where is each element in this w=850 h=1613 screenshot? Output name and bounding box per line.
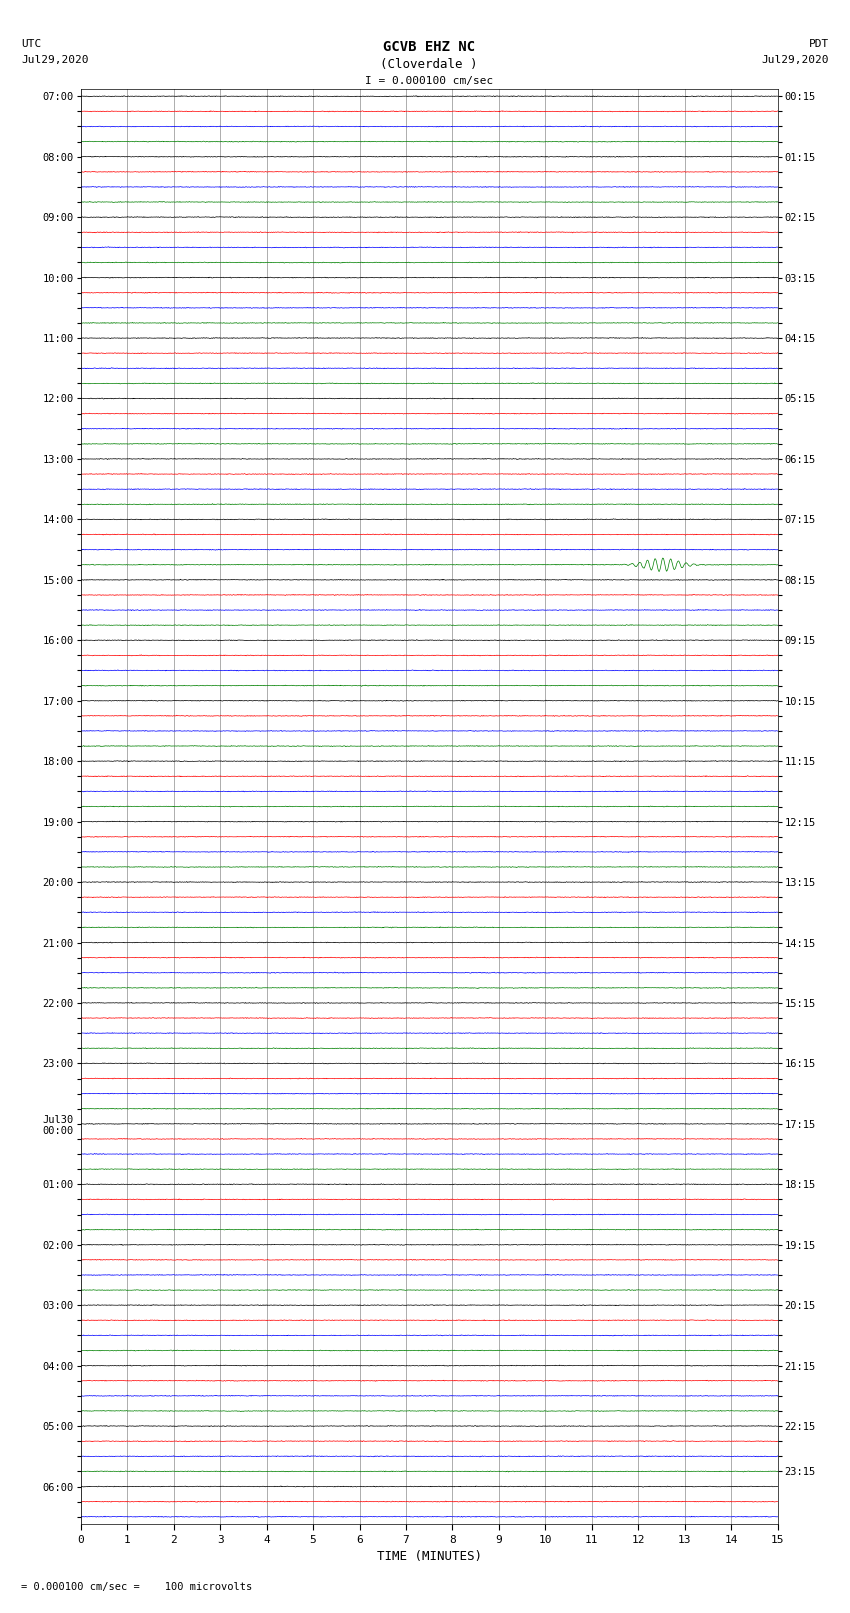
Text: Jul29,2020: Jul29,2020: [762, 55, 829, 65]
Text: (Cloverdale ): (Cloverdale ): [381, 58, 478, 71]
Text: I = 0.000100 cm/sec: I = 0.000100 cm/sec: [366, 76, 493, 85]
Text: PDT: PDT: [808, 39, 829, 48]
Text: = 0.000100 cm/sec =    100 microvolts: = 0.000100 cm/sec = 100 microvolts: [21, 1582, 252, 1592]
Text: Jul29,2020: Jul29,2020: [21, 55, 88, 65]
Text: UTC: UTC: [21, 39, 42, 48]
Text: GCVB EHZ NC: GCVB EHZ NC: [383, 40, 475, 55]
X-axis label: TIME (MINUTES): TIME (MINUTES): [377, 1550, 482, 1563]
